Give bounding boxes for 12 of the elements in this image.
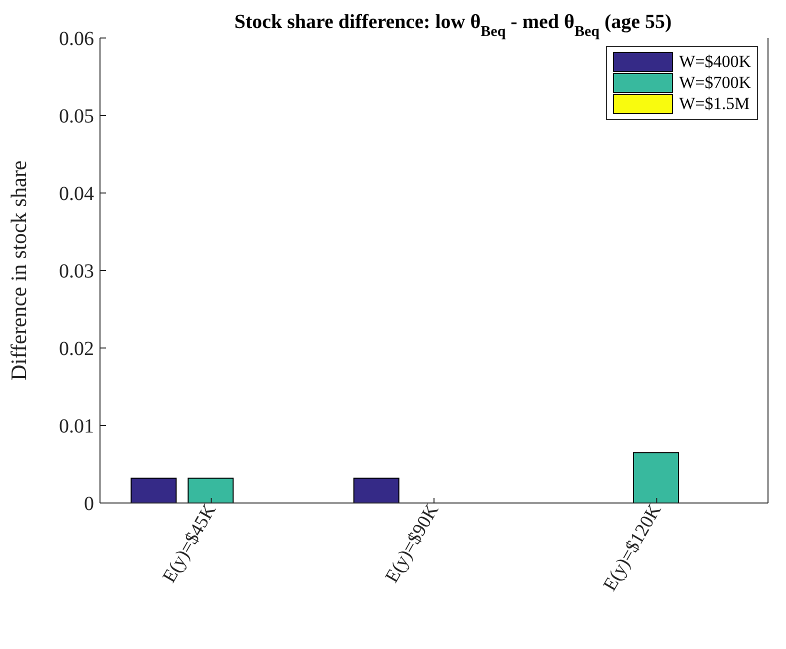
legend-label: W=$1.5M: [679, 94, 750, 114]
y-tick-label: 0.02: [59, 338, 94, 360]
legend-label: W=$400K: [679, 52, 751, 72]
y-tick-label: 0.04: [59, 183, 94, 206]
y-tick-label: 0.01: [59, 416, 94, 438]
y-tick-label: 0.03: [59, 260, 94, 283]
chart-title: Stock share difference: low θ$_{Beq}$ - med θ$_{Beq}$ (age 55): [234, 11, 672, 40]
y-tick-label: 0.06: [59, 28, 94, 50]
y-tick-label: 0: [84, 493, 94, 516]
y-axis-title: Difference in stock share: [6, 160, 31, 381]
y-tick-label: 0.05: [59, 106, 94, 128]
legend-label: W=$700K: [679, 73, 751, 93]
